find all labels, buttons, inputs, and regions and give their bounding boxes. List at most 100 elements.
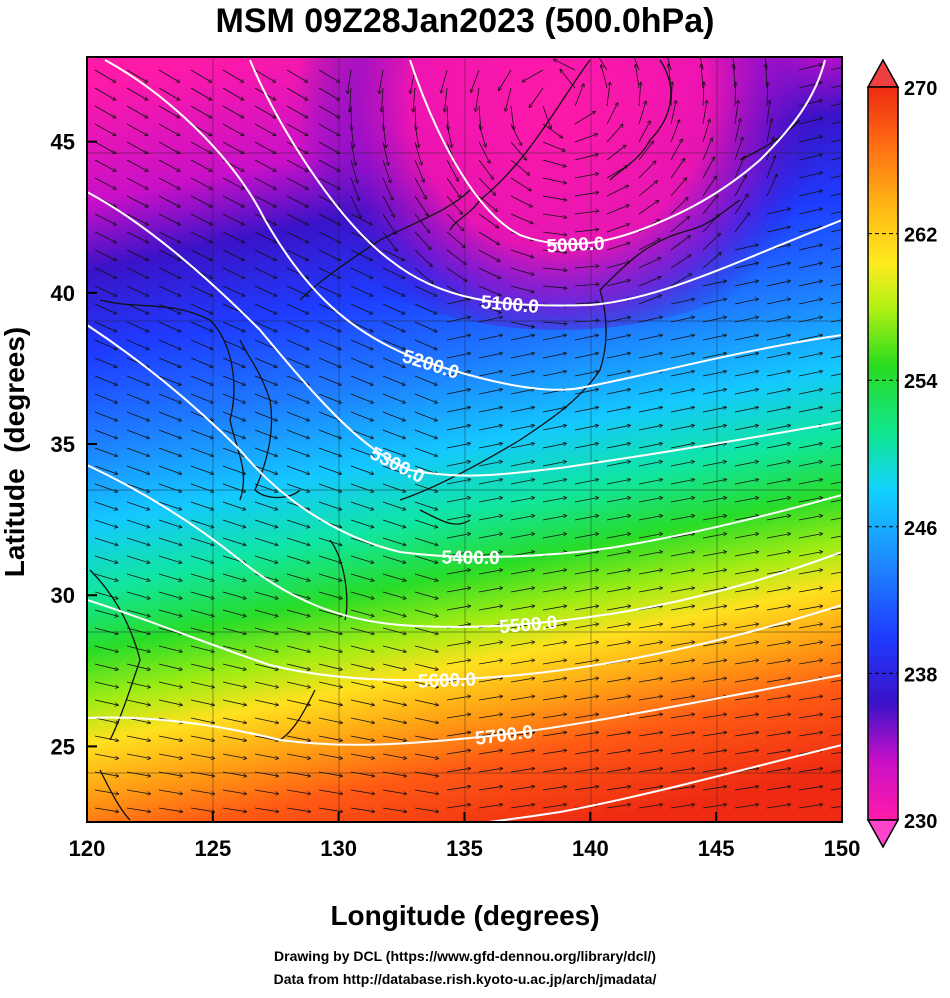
wind-arrow [158, 807, 183, 812]
wind-arrow [286, 249, 309, 261]
wind-arrow [798, 281, 822, 287]
wind-arrow [638, 732, 663, 737]
wind-arrow [638, 516, 663, 521]
wind-arrow [510, 479, 535, 485]
wind-arrow [254, 555, 278, 563]
wind-arrow [94, 555, 118, 563]
wind-arrow [702, 100, 707, 125]
wind-arrow [446, 195, 463, 214]
wind-arrow [158, 231, 181, 243]
wind-arrow [670, 642, 695, 647]
wind-arrow [574, 335, 599, 341]
wind-arrow [94, 573, 118, 581]
wind-arrow [638, 200, 659, 215]
wind-arrow [126, 609, 150, 616]
wind-arrow [734, 194, 748, 215]
wind-arrow [702, 353, 727, 359]
wind-arrow [574, 624, 599, 629]
y-axis-label: Latitude (degrees) [0, 327, 30, 577]
wind-arrow [158, 699, 182, 705]
wind-arrow [766, 624, 791, 629]
wind-arrow [350, 429, 373, 439]
y-tick-label: 35 [51, 432, 75, 457]
wind-arrow [222, 681, 246, 687]
wind-arrow [254, 375, 277, 385]
contour-label: 5600.0 [418, 670, 477, 693]
wind-arrow [350, 681, 374, 687]
wind-arrow [190, 429, 213, 439]
wind-arrow [222, 213, 244, 225]
wind-arrow [766, 174, 777, 197]
wind-arrow [382, 429, 405, 439]
wind-arrow [510, 461, 535, 467]
wind-arrow [126, 303, 149, 314]
wind-arrow [638, 335, 663, 341]
wind-arrow [158, 267, 181, 278]
wind-arrow [286, 483, 310, 492]
wind-arrow [542, 123, 563, 138]
wind-arrow [222, 753, 247, 759]
wind-arrow [94, 789, 119, 794]
wind-arrow [542, 804, 567, 809]
wind-arrow [222, 195, 244, 207]
wind-arrow [478, 750, 503, 755]
wind-arrow [542, 195, 567, 200]
wind-arrow [382, 249, 405, 261]
wind-arrow [670, 660, 695, 665]
wind-arrow [670, 158, 685, 179]
wind-arrow [222, 231, 245, 243]
wind-arrow [798, 118, 822, 125]
wind-arrow [606, 642, 631, 647]
wind-arrow [574, 284, 599, 287]
wind-arrow [286, 555, 310, 563]
wind-arrow [382, 375, 405, 385]
wind-arrow [94, 501, 118, 510]
wind-arrow [702, 252, 721, 269]
y-tick-label: 40 [51, 281, 75, 306]
wind-arrow [766, 156, 776, 179]
wind-arrow [190, 105, 212, 118]
wind-arrow [446, 461, 471, 467]
wind-arrow [574, 302, 599, 304]
wind-arrow [254, 249, 277, 261]
x-tick-label: 135 [446, 836, 483, 861]
wind-arrow [574, 174, 599, 179]
wind-arrow [126, 141, 148, 154]
wind-arrow [94, 177, 116, 189]
wind-arrow [382, 609, 406, 616]
wind-arrow [190, 501, 214, 510]
wind-arrow [350, 717, 375, 723]
wind-arrow [606, 479, 631, 485]
wind-arrow [478, 534, 503, 539]
wind-arrow [350, 519, 374, 528]
wind-arrow [702, 570, 727, 575]
wind-arrow [734, 100, 738, 125]
wind-arrow [638, 479, 663, 485]
height-contours [87, 59, 842, 822]
wind-arrow [638, 804, 663, 809]
wind-arrow [766, 786, 791, 791]
wind-arrow [542, 407, 567, 413]
wind-arrow [606, 678, 631, 683]
wind-arrow [414, 447, 438, 456]
credit-data: Data from http://database.rish.kyoto-u.a… [274, 971, 657, 987]
wind-arrow [798, 479, 823, 485]
wind-arrow [126, 717, 151, 723]
wind-arrow [446, 714, 471, 719]
wind-arrow [702, 299, 727, 305]
wind-arrow [478, 714, 503, 719]
wind-arrow [798, 64, 822, 71]
wind-arrow [190, 753, 215, 759]
wind-arrow [158, 195, 180, 207]
wind-arrow [350, 195, 361, 218]
wind-arrow [542, 516, 567, 521]
wind-arrow [318, 213, 340, 225]
wind-arrow [254, 159, 276, 171]
wind-arrow [499, 69, 512, 91]
wind-arrow [830, 337, 842, 341]
wind-arrow [126, 519, 150, 528]
wind-arrow [318, 267, 341, 278]
wind-arrow [158, 285, 181, 296]
wind-arrow [446, 425, 471, 431]
wind-arrow [766, 335, 791, 341]
